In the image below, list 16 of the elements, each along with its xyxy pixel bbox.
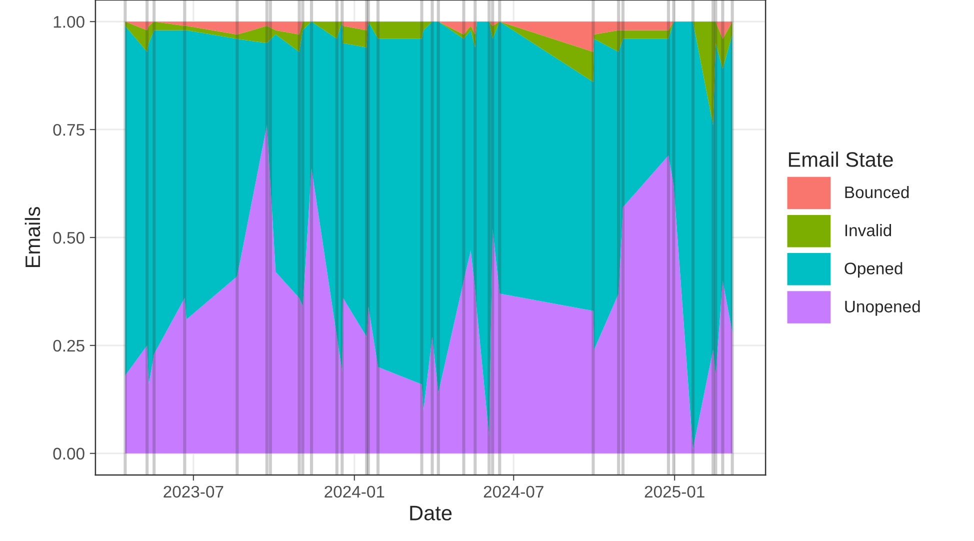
legend-label: Bounced xyxy=(845,186,909,198)
legend-label: Opened xyxy=(844,262,902,278)
legend-label: Invalid xyxy=(845,224,892,236)
x-tick-label: 2024-01 xyxy=(324,486,384,498)
y-tick-label: 0.25 xyxy=(53,340,84,352)
x-tick-label: 2023-07 xyxy=(164,486,224,498)
y-tick-label: 0.00 xyxy=(53,448,84,460)
x-tick-label: 2025-01 xyxy=(644,486,704,498)
x-tick-label: 2024-07 xyxy=(484,486,544,498)
legend-title: Email State xyxy=(788,152,893,167)
legend-label: Unopened xyxy=(845,300,920,316)
y-tick-label: 0.75 xyxy=(53,124,84,136)
y-tick-label: 0.50 xyxy=(53,232,84,244)
y-axis-title: Emails xyxy=(24,206,40,268)
y-tick-label: 1.00 xyxy=(54,16,84,28)
x-axis-title: Date xyxy=(410,506,452,520)
